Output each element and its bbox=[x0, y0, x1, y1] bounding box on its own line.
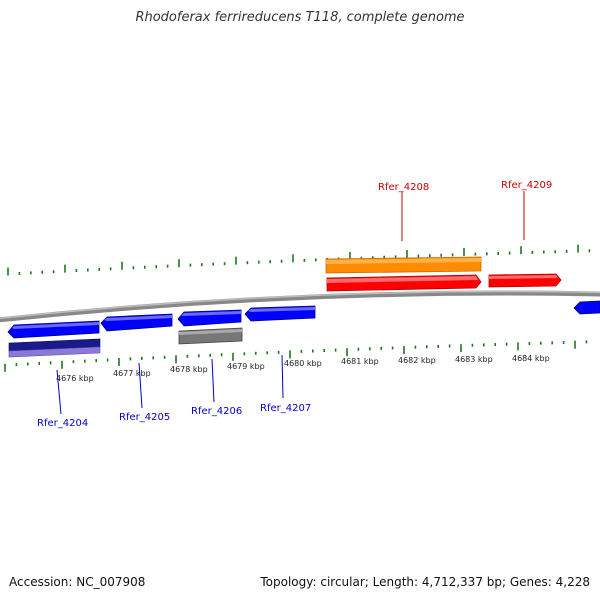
gene-labels: Rfer_4208 Rfer_4209 Rfer_4204 Rfer_4205 … bbox=[37, 180, 552, 429]
scale-label-4680: 4680 kbp bbox=[284, 359, 322, 368]
gene-rfer-4208-shine bbox=[326, 258, 481, 264]
label-rfer-4208[interactable]: Rfer_4208 bbox=[378, 182, 429, 193]
cds-rfer-4208-shine bbox=[327, 276, 478, 283]
scale-label-4682: 4682 kbp bbox=[398, 356, 436, 365]
cds-rfer-4205-shine bbox=[104, 315, 172, 321]
scale-label-4683: 4683 kbp bbox=[455, 355, 493, 364]
label-rfer-4207[interactable]: Rfer_4207 bbox=[260, 403, 311, 414]
cds-rfer-4204-shine bbox=[12, 322, 99, 329]
label-rfer-4205[interactable]: Rfer_4205 bbox=[119, 412, 170, 423]
genome-summary-text: Topology: circular; Length: 4,712,337 bp… bbox=[260, 575, 590, 589]
gene-rfer-4206-shine bbox=[179, 329, 242, 335]
leader-rfer-4206 bbox=[211, 358, 215, 403]
gene-rfer-4204-light[interactable] bbox=[8, 346, 101, 358]
scale-label-4676: 4676 kbp bbox=[56, 374, 94, 383]
cds-rfer-4206-shine bbox=[181, 311, 241, 316]
reverse-features bbox=[7, 300, 600, 358]
scale-label-4684: 4684 kbp bbox=[512, 354, 550, 363]
reverse-ruler bbox=[4, 340, 588, 372]
genome-title: Rhodoferax ferrireducens T118, complete … bbox=[135, 10, 465, 25]
scale-label-4678: 4678 kbp bbox=[170, 365, 208, 374]
leader-rfer-4207 bbox=[281, 354, 284, 399]
cds-rfer-4207-shine bbox=[248, 307, 315, 312]
forward-ruler bbox=[7, 244, 591, 276]
genome-backbone bbox=[0, 290, 600, 323]
scale-label-4681: 4681 kbp bbox=[341, 357, 379, 366]
scale-label-4679: 4679 kbp bbox=[227, 362, 265, 371]
leader-rfer-4204 bbox=[56, 369, 62, 415]
label-rfer-4209[interactable]: Rfer_4209 bbox=[501, 180, 552, 191]
genome-backbone-highlight bbox=[0, 290, 600, 320]
cds-rfer-4209-shine bbox=[489, 275, 558, 279]
label-rfer-4206[interactable]: Rfer_4206 bbox=[191, 406, 242, 417]
accession-text: Accession: NC_007908 bbox=[9, 575, 146, 589]
label-rfer-4204[interactable]: Rfer_4204 bbox=[37, 418, 88, 429]
leader-rfer-4205 bbox=[138, 362, 143, 409]
cds-partial-right[interactable] bbox=[573, 300, 600, 315]
scale-label-4677: 4677 kbp bbox=[113, 369, 151, 378]
forward-features bbox=[325, 256, 562, 292]
